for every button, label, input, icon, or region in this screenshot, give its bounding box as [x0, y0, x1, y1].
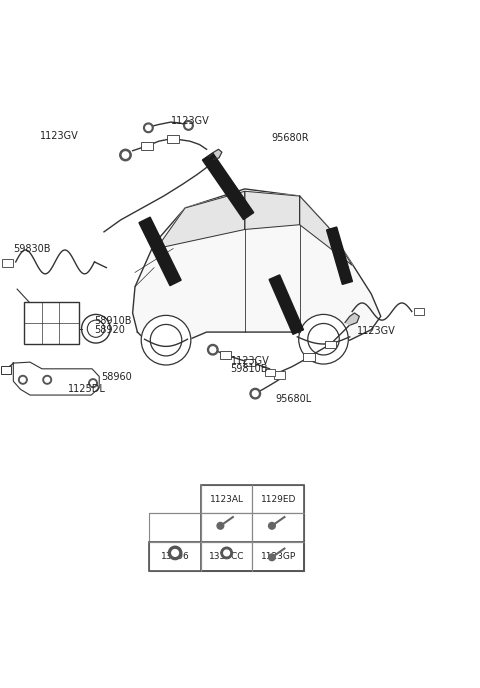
Circle shape	[186, 122, 191, 128]
Polygon shape	[209, 149, 222, 160]
Bar	[24, 302, 79, 344]
Circle shape	[122, 152, 129, 158]
Circle shape	[19, 376, 27, 384]
Bar	[414, 308, 424, 315]
Circle shape	[217, 522, 224, 529]
Circle shape	[269, 522, 275, 529]
Circle shape	[45, 378, 49, 382]
Bar	[149, 542, 201, 570]
Circle shape	[172, 550, 179, 557]
Circle shape	[91, 380, 96, 385]
Text: 59830B: 59830B	[13, 244, 51, 254]
Text: 1123GV: 1123GV	[39, 131, 78, 142]
Polygon shape	[300, 196, 352, 266]
Circle shape	[269, 554, 275, 561]
Polygon shape	[203, 153, 254, 219]
Polygon shape	[156, 191, 245, 248]
Bar	[252, 513, 304, 542]
Text: 1339CC: 1339CC	[209, 552, 244, 561]
Text: 59810B: 59810B	[230, 364, 268, 374]
Bar	[201, 485, 252, 513]
Circle shape	[141, 315, 191, 365]
Circle shape	[120, 149, 131, 161]
Polygon shape	[345, 313, 360, 325]
Polygon shape	[326, 227, 352, 284]
Bar	[303, 353, 315, 361]
Text: 58960: 58960	[102, 372, 132, 383]
Bar	[325, 341, 336, 348]
Circle shape	[252, 391, 258, 396]
Polygon shape	[132, 189, 381, 342]
Bar	[252, 542, 304, 570]
Bar	[168, 135, 179, 142]
Circle shape	[168, 546, 182, 559]
Bar	[201, 542, 252, 570]
Circle shape	[221, 547, 232, 559]
Circle shape	[210, 347, 216, 353]
Bar	[149, 542, 304, 570]
Bar	[244, 359, 255, 367]
Text: 1123AL: 1123AL	[210, 495, 244, 504]
Bar	[220, 351, 231, 359]
Text: 95680L: 95680L	[276, 394, 312, 404]
Text: 13396: 13396	[161, 552, 190, 561]
Circle shape	[144, 123, 153, 133]
Polygon shape	[139, 217, 181, 286]
Bar	[201, 485, 304, 570]
Bar	[252, 485, 304, 513]
Circle shape	[224, 550, 229, 556]
Bar	[149, 513, 201, 542]
Bar	[141, 142, 153, 150]
Circle shape	[43, 376, 51, 384]
Text: 1129ED: 1129ED	[261, 495, 296, 504]
Text: 1123GV: 1123GV	[230, 356, 269, 366]
Circle shape	[184, 120, 193, 130]
Polygon shape	[269, 275, 303, 334]
Circle shape	[89, 379, 97, 387]
Text: 58910B: 58910B	[95, 316, 132, 326]
Bar	[2, 259, 13, 267]
Circle shape	[82, 314, 110, 343]
Bar	[274, 371, 285, 379]
Polygon shape	[13, 362, 99, 395]
Text: 1123GP: 1123GP	[261, 552, 296, 561]
Text: 1123GV: 1123GV	[357, 325, 396, 336]
Circle shape	[207, 345, 218, 355]
Bar	[201, 513, 252, 542]
Circle shape	[21, 378, 25, 382]
Bar	[265, 369, 276, 376]
Text: 58920: 58920	[95, 325, 125, 334]
Polygon shape	[245, 191, 300, 230]
Circle shape	[299, 314, 348, 364]
Circle shape	[146, 125, 151, 131]
Bar	[1, 366, 11, 374]
Text: 1125DL: 1125DL	[68, 385, 106, 394]
Text: 95680R: 95680R	[271, 133, 309, 143]
Circle shape	[250, 389, 261, 399]
Text: 1123GV: 1123GV	[171, 116, 210, 126]
